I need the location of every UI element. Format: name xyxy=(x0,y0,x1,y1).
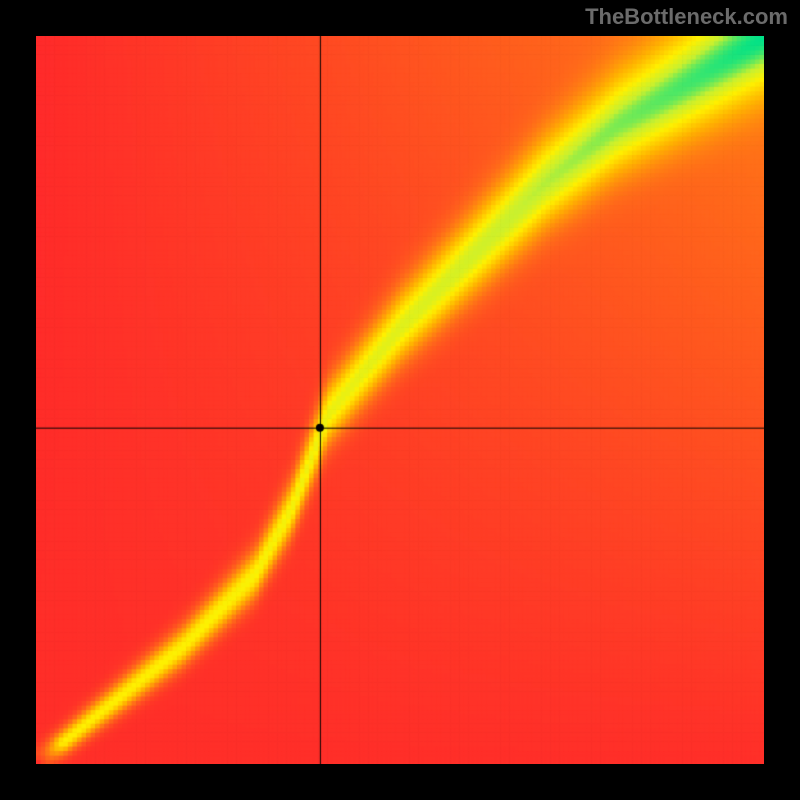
chart-frame xyxy=(0,0,800,800)
watermark-label: TheBottleneck.com xyxy=(585,4,788,30)
bottleneck-heatmap xyxy=(36,36,764,764)
